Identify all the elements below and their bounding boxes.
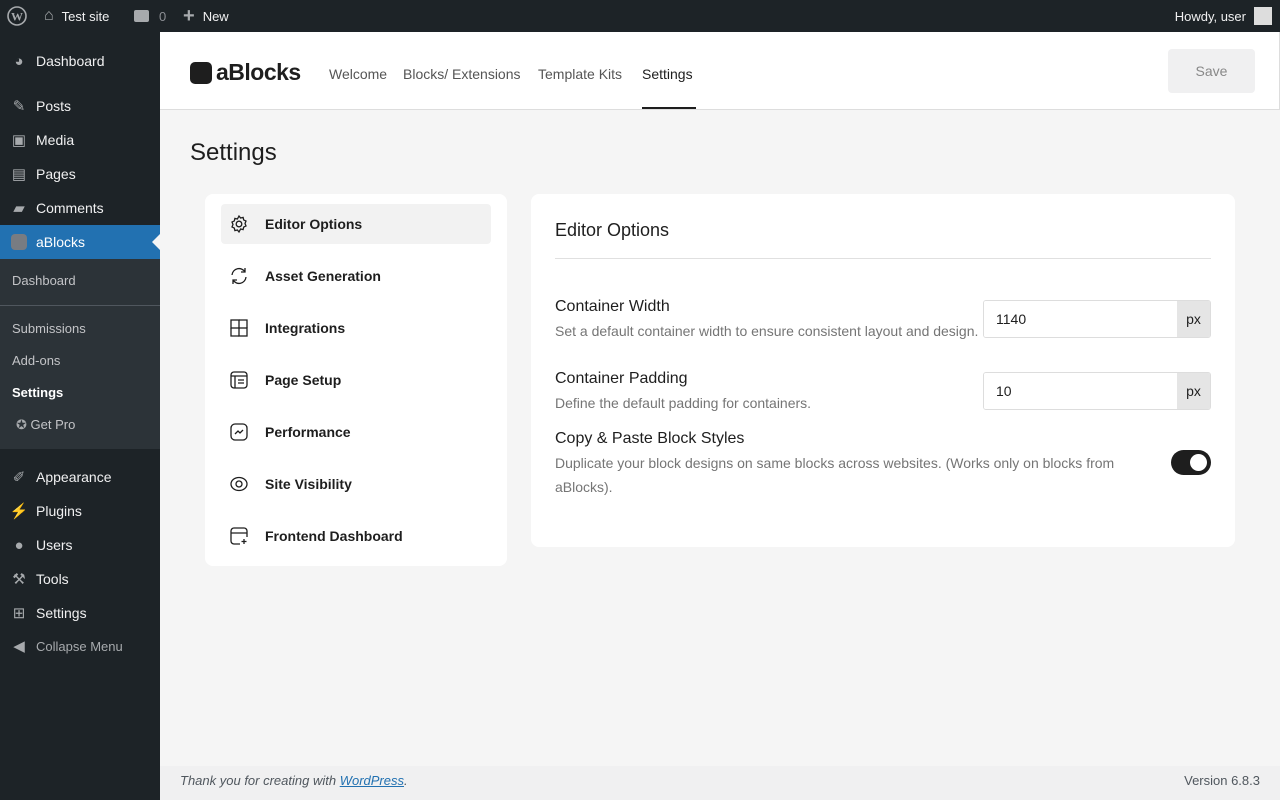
container-width-label: Container Width <box>555 298 670 315</box>
avatar <box>1254 7 1272 25</box>
sidebar-item-appearance[interactable]: ✐ Appearance <box>0 460 160 494</box>
tab-blocks-extensions[interactable]: Blocks/ Extensions <box>403 66 521 82</box>
puzzle-icon <box>230 319 248 337</box>
container-padding-desc: Define the default padding for container… <box>555 395 812 411</box>
editor-options-panel: Editor Options Container Width Set a def… <box>531 194 1235 547</box>
sidebar-item-tools[interactable]: ⚒ Tools <box>0 562 160 596</box>
container-width-field: px <box>983 300 1211 338</box>
ablocks-logo-icon <box>190 61 212 84</box>
home-icon: ⌂ <box>44 7 54 24</box>
admin-footer: Thank you for creating with WordPress. V… <box>160 766 1280 800</box>
ablocks-icon <box>10 233 28 251</box>
comment-icon: ▰ <box>13 200 25 217</box>
unit-label: px <box>1177 301 1210 337</box>
sidebar-item-pages[interactable]: ▤ Pages <box>11 166 76 183</box>
new-link[interactable]: + New <box>183 4 229 27</box>
toggle-knob <box>1190 454 1207 471</box>
sidebar-item-ablocks[interactable]: aBlocks <box>0 225 160 259</box>
submenu-submissions[interactable]: Submissions <box>12 321 86 336</box>
submenu-get-pro[interactable]: ✪ Get Pro <box>16 417 76 432</box>
settings-menu: Editor Options Asset Generation Integrat… <box>205 194 507 566</box>
settings-icon: ⊞ <box>12 605 26 622</box>
pin-icon: ✎ <box>12 98 26 115</box>
current-arrow <box>144 234 160 250</box>
tab-welcome[interactable]: Welcome <box>329 66 388 82</box>
gear-icon <box>231 214 247 234</box>
eye-icon <box>230 476 248 492</box>
user-icon: ● <box>14 536 24 554</box>
container-padding-input[interactable] <box>984 373 1177 409</box>
ablocks-submenu: Dashboard Submissions Add-ons Settings ✪… <box>0 259 160 449</box>
plugin-icon: ⚡ <box>9 503 29 520</box>
container-padding-label: Container Padding <box>555 370 688 387</box>
wrench-icon: ⚒ <box>12 571 26 588</box>
menu-asset-generation[interactable]: Asset Generation <box>221 256 491 296</box>
ablocks-logo: aBlocks <box>190 59 301 86</box>
dashboard-icon: ◕ <box>14 52 24 70</box>
site-link[interactable]: ⌂ Test site <box>44 7 110 24</box>
container-padding-field: px <box>983 372 1211 410</box>
menu-frontend-dashboard[interactable]: Frontend Dashboard <box>221 516 491 556</box>
panel-divider <box>555 258 1211 259</box>
menu-integrations[interactable]: Integrations <box>221 308 491 348</box>
collapse-menu[interactable]: ◀ Collapse Menu <box>0 629 160 663</box>
menu-site-visibility[interactable]: Site Visibility <box>221 464 491 504</box>
submenu-divider <box>0 305 160 306</box>
account-menu[interactable]: Howdy, user <box>1175 0 1272 32</box>
unit-label: px <box>1177 373 1210 409</box>
footer-thanks: Thank you for creating with WordPress. <box>180 773 408 788</box>
save-button[interactable]: Save <box>1168 49 1255 93</box>
plugin-header: aBlocks Welcome Blocks/ Extensions Templ… <box>160 32 1280 110</box>
sidebar-item-dashboard[interactable]: ◕ Dashboard <box>0 44 160 78</box>
page-title: Settings <box>190 139 277 166</box>
menu-page-setup[interactable]: Page Setup <box>221 360 491 400</box>
admin-sidebar: ◕ Dashboard ✎ Posts ▣ Media ▤ Pages ▰ Comment… <box>0 32 160 800</box>
tab-template-kits[interactable]: Template Kits <box>538 66 623 82</box>
container-width-desc: Set a default container width to ensure … <box>555 323 979 339</box>
sidebar-item-media[interactable]: ▣ Media <box>11 132 75 149</box>
container-width-input[interactable] <box>984 301 1177 337</box>
sidebar-item-settings[interactable]: ⊞ Settings <box>0 596 160 630</box>
sidebar-item-users[interactable]: ● Users <box>0 528 160 562</box>
tab-settings[interactable]: Settings <box>642 66 693 82</box>
sidebar-item-posts[interactable]: ✎ Posts <box>0 89 160 123</box>
media-icon: ▣ <box>11 132 27 149</box>
sidebar-item-comments[interactable]: ▰ Comments <box>0 191 160 225</box>
footer-version: Version 6.8.3 <box>1184 773 1260 788</box>
copy-paste-toggle[interactable] <box>1171 450 1211 475</box>
submenu-settings[interactable]: Settings <box>12 385 64 400</box>
comments-link[interactable]: 0 <box>134 0 166 32</box>
copy-paste-label: Copy & Paste Block Styles <box>555 430 745 447</box>
menu-performance[interactable]: Performance <box>221 412 491 452</box>
wordpress-link[interactable]: WordPress <box>339 773 404 788</box>
svg-text:W: W <box>11 10 23 24</box>
active-tab-indicator <box>642 107 696 109</box>
sidebar-item-plugins[interactable]: ⚡ Plugins <box>9 503 82 520</box>
browser-icon <box>230 527 248 545</box>
panel-title: Editor Options <box>555 220 670 240</box>
admin-bar: W ⌂ Test site 0 + New Howdy, user <box>0 0 1280 32</box>
brush-icon: ✐ <box>12 469 26 486</box>
refresh-icon <box>231 267 247 285</box>
menu-editor-options[interactable]: Editor Options <box>221 204 491 244</box>
pages-icon: ▤ <box>11 166 27 183</box>
award-icon: ✪ <box>16 417 27 432</box>
submenu-addons[interactable]: Add-ons <box>12 353 61 368</box>
page-layout-icon <box>230 371 248 389</box>
plus-icon: + <box>183 4 195 27</box>
copy-paste-desc: Duplicate your block designs on same blo… <box>555 455 1115 495</box>
submenu-dashboard[interactable]: Dashboard <box>12 273 76 288</box>
chart-line-icon <box>230 423 248 441</box>
wordpress-logo-icon[interactable]: W <box>7 0 27 32</box>
collapse-icon: ◀ <box>13 638 25 655</box>
comment-icon <box>134 10 149 22</box>
